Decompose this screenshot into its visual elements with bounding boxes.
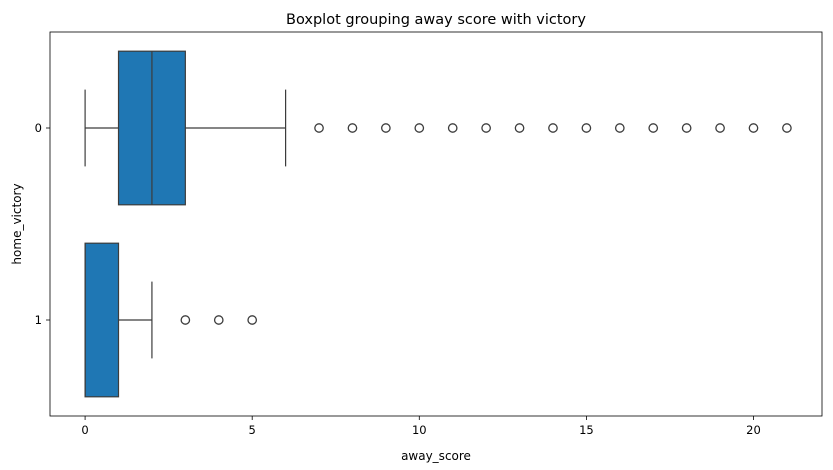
group-0-outlier-point <box>581 123 592 133</box>
y-axis-ticks: 01 <box>35 121 50 327</box>
plot-frame <box>49 31 823 417</box>
group-0-outlier-point <box>748 123 759 133</box>
group-0-outlier-point <box>514 123 525 133</box>
x-tick-label: 5 <box>249 423 256 437</box>
group-0-outlier-point <box>548 123 558 133</box>
x-tick-label: 15 <box>579 423 594 437</box>
group-0-outlier-point <box>782 123 792 133</box>
group-1-outlier-point <box>247 315 258 325</box>
group-0-outlier-point <box>381 123 391 133</box>
group-0-outlier-point <box>447 123 458 133</box>
group-1-box <box>84 242 120 398</box>
group-1-outlier-point <box>213 315 224 325</box>
x-tick-label: 0 <box>81 423 88 437</box>
plot-marks <box>84 50 792 398</box>
group-0-outlier-point <box>614 123 625 133</box>
group-0-outlier-point <box>481 123 491 133</box>
x-axis-ticks: 0 5 10 15 20 <box>81 416 761 437</box>
group-0-outlier-point <box>681 123 692 133</box>
x-tick-label: 20 <box>746 423 761 437</box>
group-1-outlier-point <box>180 315 191 325</box>
chart-title: Boxplot grouping away score with victory <box>286 12 586 28</box>
y-tick-label: 0 <box>35 121 42 135</box>
y-axis-label: home_victory <box>10 183 24 264</box>
group-0-outlier-point <box>314 123 324 133</box>
group-0-outlier-point <box>648 123 659 133</box>
x-axis-label: away_score <box>401 449 471 463</box>
y-tick-label: 1 <box>35 313 42 327</box>
group-0-outlier-point <box>347 123 358 133</box>
group-0-outlier-point <box>715 123 725 133</box>
x-tick-label: 10 <box>412 423 427 437</box>
group-0-outlier-point <box>414 123 425 133</box>
